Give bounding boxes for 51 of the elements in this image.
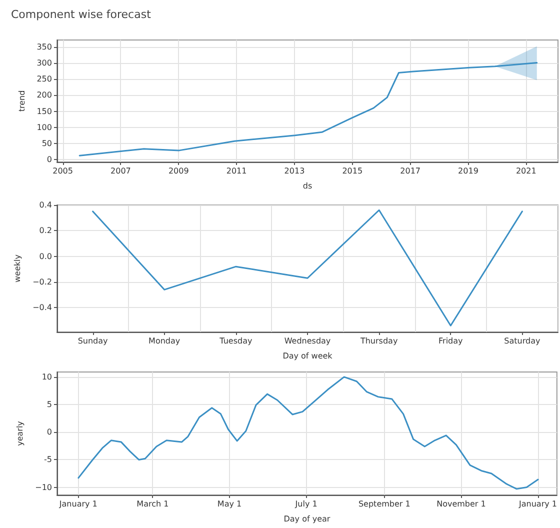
x-tick-label: 2015 <box>342 166 363 176</box>
y-tick-label: -5 <box>44 455 52 464</box>
x-tick-label: May 1 <box>217 500 242 508</box>
y-tick-label: 200 <box>36 90 52 100</box>
y-tick-label: 300 <box>36 58 52 68</box>
x-tick-label: November 1 <box>436 500 486 508</box>
y-tick-label: 100 <box>36 122 52 132</box>
x-tick-label: Friday <box>438 336 464 346</box>
x-axis-title: Day of week <box>282 352 333 360</box>
y-tick-label: 350 <box>36 42 52 52</box>
x-tick-label: 2009 <box>168 166 189 176</box>
y-axis-title: trend <box>17 90 26 112</box>
line-series <box>92 209 523 326</box>
y-tick-label: 0 <box>46 154 52 164</box>
y-tick-label: 0.4 <box>39 200 52 210</box>
y-tick-label: 0 <box>46 428 52 437</box>
y-tick-label: 10 <box>42 372 52 382</box>
x-tick-label: Tuesday <box>218 336 252 346</box>
chart-title: Component wise forecast <box>11 8 152 21</box>
y-tick-label: −10 <box>35 482 52 492</box>
x-tick-label: September 1 <box>358 500 410 508</box>
x-tick-label: 2007 <box>110 166 131 176</box>
y-tick-label: 50 <box>42 138 52 148</box>
x-tick-label: Monday <box>148 336 180 346</box>
x-tick-label: July 1 <box>294 500 318 508</box>
y-tick-label: 150 <box>36 106 52 116</box>
y-axis-title: yearly <box>16 420 25 446</box>
line-series <box>78 376 539 490</box>
x-axis-title: ds <box>302 182 312 190</box>
y-tick-label: 0.0 <box>39 252 52 261</box>
x-tick-label: Sunday <box>78 336 108 346</box>
x-tick-label: 2005 <box>52 166 73 176</box>
x-tick-label: 2011 <box>226 166 247 176</box>
y-tick-label: 0.2 <box>39 226 52 236</box>
x-tick-label: Wednesday <box>284 336 331 346</box>
x-axis-title: Day of year <box>284 514 331 524</box>
x-tick-label: 2013 <box>284 166 305 176</box>
x-tick-label: Thursday <box>359 336 398 346</box>
x-tick-label: Saturday <box>504 336 540 346</box>
y-tick-label: 250 <box>36 74 52 84</box>
x-tick-label: January 1 <box>518 500 558 508</box>
x-tick-label: 2017 <box>400 166 420 176</box>
x-tick-label: March 1 <box>136 500 169 508</box>
y-axis-title: weekly <box>13 254 22 282</box>
y-tick-label: 5 <box>46 400 52 410</box>
x-tick-label: 2021 <box>516 166 536 176</box>
x-tick-label: January 1 <box>58 500 98 508</box>
line-series <box>78 62 538 156</box>
y-tick-label: −0.2 <box>32 277 52 286</box>
x-tick-label: 2019 <box>458 166 478 176</box>
y-tick-label: −0.4 <box>32 303 52 312</box>
